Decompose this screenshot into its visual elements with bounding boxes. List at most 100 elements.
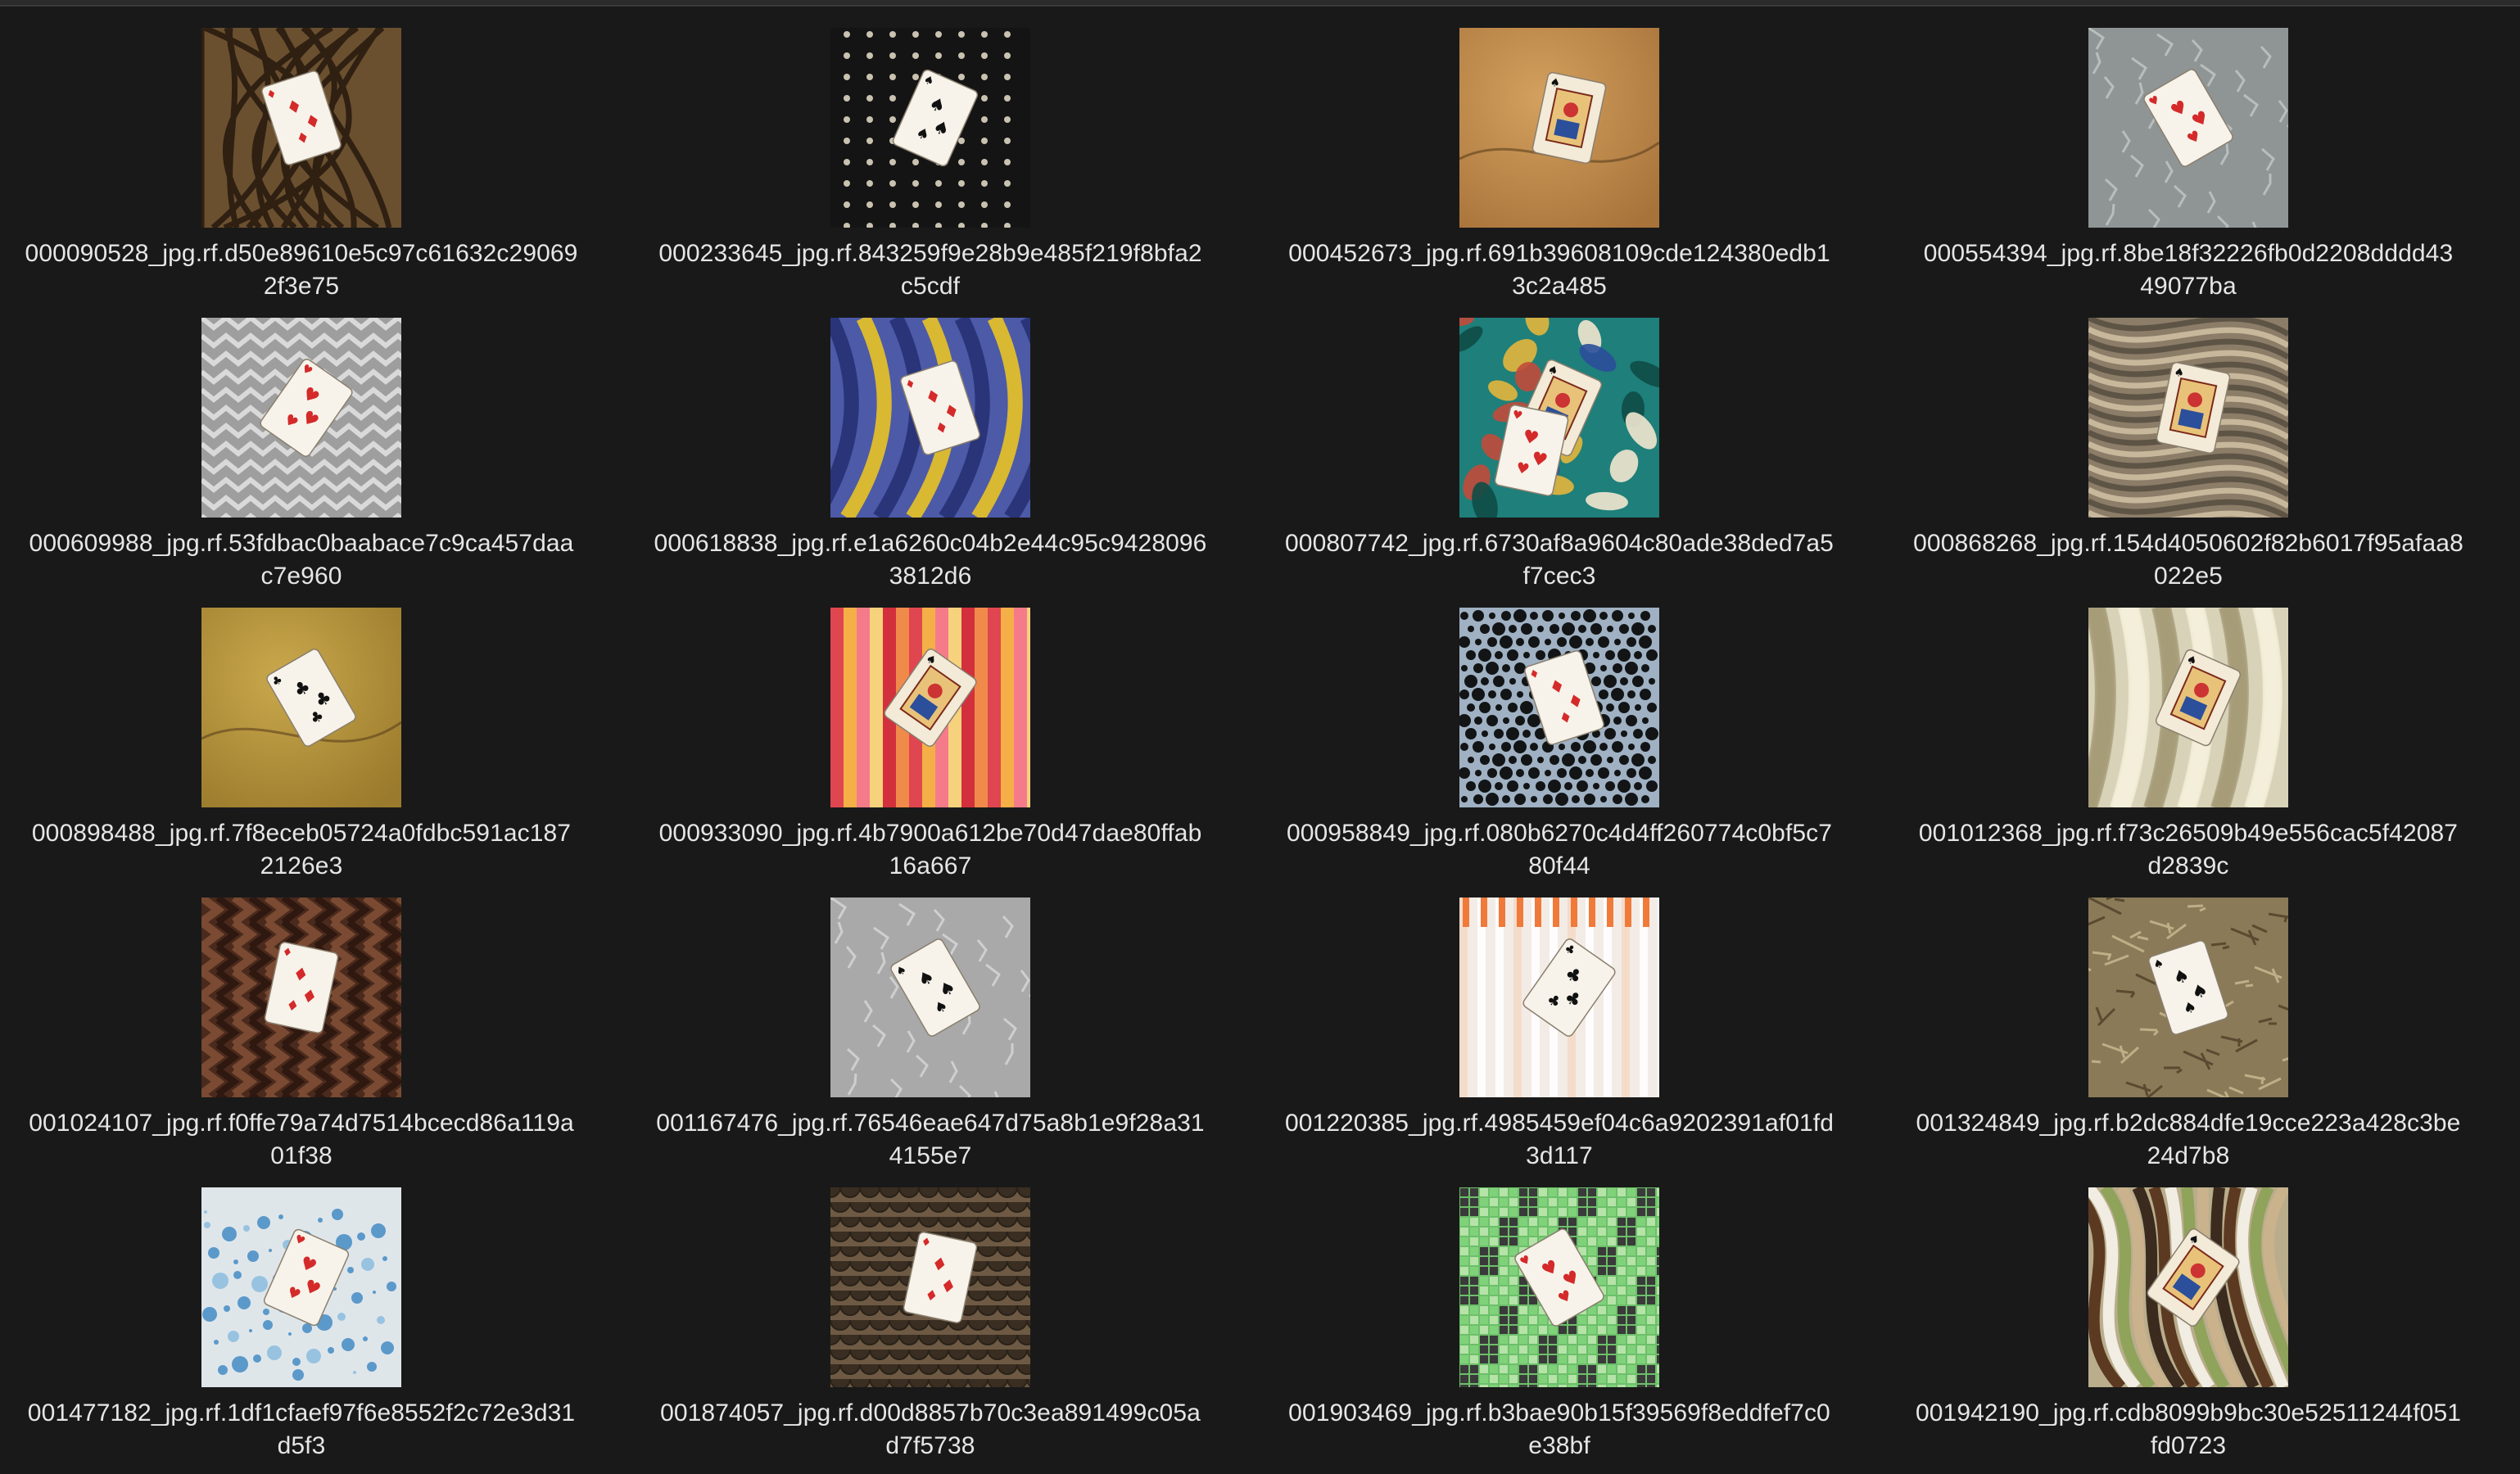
file-name-label: 000090528_jpg.rf.d50e89610e5c97c61632c29… — [15, 237, 588, 303]
file-name-label: 001477182_jpg.rf.1df1cfaef97f6e8552f2c72… — [15, 1397, 588, 1463]
file-name-line-1: 001477182_jpg.rf.1df1cfaef97f6e8552f2c72… — [27, 1399, 576, 1427]
file-tile[interactable]: ♠ 001942190_jpg.rf.cdb8099b9bc30e5251124… — [1902, 1187, 2475, 1474]
file-name-label: 001012368_jpg.rf.f73c26509b49e556cac5f42… — [1902, 817, 2475, 883]
file-name-line-1: 001324849_jpg.rf.b2dc884dfe19cce223a428c… — [1916, 1110, 2461, 1137]
svg-text:♠: ♠ — [2173, 365, 2186, 380]
file-tile[interactable]: ♦ ♦ ♦ ♦ 001024107_jpg.rf.f0ffe79a74d7514… — [15, 898, 588, 1184]
file-name-label: 000609988_jpg.rf.53fdbac0baabace7c9ca457… — [15, 527, 588, 593]
file-thumbnail[interactable]: ♠ ♠ ♠ ♠ — [830, 898, 1030, 1097]
file-name-line-1: 000868268_jpg.rf.154d4050602f82b6017f95a… — [1913, 530, 2463, 557]
file-tile[interactable]: ♠ ♠ ♠ ♠ 001167476_jpg.rf.76546eae647d75a… — [644, 898, 1217, 1184]
file-tile[interactable]: ♠ ♠ ♠ ♠ 000233645_jpg.rf.843259f9e28b9e4… — [644, 28, 1217, 314]
file-name-line-2: 2126e3 — [260, 852, 343, 879]
svg-text:♦: ♦ — [284, 997, 301, 1016]
file-name-label: 001942190_jpg.rf.cdb8099b9bc30e52511244f… — [1902, 1397, 2475, 1463]
file-name-label: 000554394_jpg.rf.8be18f32226fb0d2208dddd… — [1902, 237, 2475, 303]
svg-text:♠: ♠ — [913, 124, 932, 145]
file-name-label: 000233645_jpg.rf.843259f9e28b9e485f219f8… — [644, 237, 1217, 303]
file-tile[interactable]: ♥ ♥ ♥ ♥ 001477182_jpg.rf.1df1cfaef97f6e8… — [15, 1187, 588, 1474]
file-name-line-2: 80f44 — [1528, 852, 1590, 879]
file-name-label: 001324849_jpg.rf.b2dc884dfe19cce223a428c… — [1902, 1107, 2475, 1173]
svg-text:♠: ♠ — [2151, 956, 2165, 972]
file-thumbnail[interactable]: ♣ ♣ ♣ ♣ — [201, 608, 401, 807]
file-name-line-2: d5f3 — [277, 1432, 326, 1459]
file-name-label: 001220385_jpg.rf.4985459ef04c6a9202391af… — [1273, 1107, 1846, 1173]
file-thumbnail[interactable]: ♣ ♣ ♣ ♣ — [1459, 898, 1659, 1097]
file-tile[interactable]: ♦ ♦ ♦ ♦ 000958849_jpg.rf.080b6270c4d4ff2… — [1273, 608, 1846, 894]
file-name-line-1: 001012368_jpg.rf.f73c26509b49e556cac5f42… — [1918, 820, 2459, 847]
file-tile[interactable]: ♣ ♣ ♣ ♣ 000898488_jpg.rf.7f8eceb05724a0f… — [15, 608, 588, 894]
file-name-label: 000958849_jpg.rf.080b6270c4d4ff260774c0b… — [1273, 817, 1846, 883]
svg-text:♠: ♠ — [2181, 998, 2199, 1019]
file-thumbnail[interactable]: ♠ ♠ ♠ ♠ — [830, 28, 1030, 228]
file-thumbnail[interactable]: ♠ — [2088, 1187, 2288, 1387]
file-thumbnail[interactable]: ♦ ♦ ♦ ♦ — [830, 318, 1030, 518]
file-name-line-1: 000554394_jpg.rf.8be18f32226fb0d2208dddd… — [1923, 240, 2454, 267]
svg-text:♥: ♥ — [284, 1283, 303, 1304]
file-name-line-1: 001942190_jpg.rf.cdb8099b9bc30e52511244f… — [1915, 1399, 2462, 1427]
file-thumbnail[interactable]: ♠ — [2088, 318, 2288, 518]
file-thumbnail[interactable]: ♠ ♥ ♥ ♥ ♥ — [1459, 318, 1659, 518]
file-tile[interactable]: ♦ ♦ ♦ ♦ 001874057_jpg.rf.d00d8857b70c3ea… — [644, 1187, 1217, 1474]
file-thumbnail[interactable]: ♥ ♥ ♥ ♥ — [201, 1187, 401, 1387]
svg-text:♥: ♥ — [1511, 408, 1524, 423]
file-name-line-2: 3d117 — [1526, 1142, 1593, 1169]
file-tile[interactable]: ♠ ♥ ♥ ♥ ♥ 000807742_jpg.rf.6730af8a9604c… — [1273, 318, 1846, 604]
file-name-line-1: 001903469_jpg.rf.b3bae90b15f39569f8eddfe… — [1288, 1399, 1830, 1427]
file-name-line-2: 022e5 — [2154, 563, 2223, 590]
file-tile[interactable]: ♠ 000933090_jpg.rf.4b7900a612be70d47dae8… — [644, 608, 1217, 894]
file-thumbnail[interactable]: ♠ ♠ ♠ ♠ — [2088, 898, 2288, 1097]
file-thumbnail[interactable]: ♦ ♦ ♦ ♦ — [1459, 608, 1659, 807]
file-name-label: 001903469_jpg.rf.b3bae90b15f39569f8eddfe… — [1273, 1397, 1846, 1463]
file-tile[interactable]: ♠ 000868268_jpg.rf.154d4050602f82b6017f9… — [1902, 318, 2475, 604]
svg-text:♦: ♦ — [281, 945, 294, 960]
file-name-line-2: 3812d6 — [889, 563, 972, 590]
window-top-border — [0, 0, 2520, 7]
file-name-line-2: d2839c — [2147, 852, 2229, 879]
file-name-line-2: 16a667 — [889, 852, 972, 879]
file-thumbnail[interactable]: ♦ ♦ ♦ ♦ — [201, 898, 401, 1097]
file-tile[interactable]: ♦ ♦ ♦ ♦ 000618838_jpg.rf.e1a6260c04b2e44… — [644, 318, 1217, 604]
file-name-label: 001024107_jpg.rf.f0ffe79a74d7514bcecd86a… — [15, 1107, 588, 1173]
file-thumbnail[interactable]: ♥ ♥ ♥ ♥ — [201, 318, 401, 518]
file-tile[interactable]: ♠ 001012368_jpg.rf.f73c26509b49e556cac5f… — [1902, 608, 2475, 894]
file-name-line-1: 001874057_jpg.rf.d00d8857b70c3ea891499c0… — [660, 1399, 1201, 1427]
file-name-line-2: 3c2a485 — [1512, 273, 1607, 300]
svg-text:♠: ♠ — [1549, 75, 1562, 90]
file-name-line-1: 001024107_jpg.rf.f0ffe79a74d7514bcecd86a… — [29, 1110, 574, 1137]
file-thumbnail[interactable]: ♥ ♥ ♥ ♥ — [2088, 28, 2288, 228]
file-thumbnail[interactable]: ♦ ♦ ♦ ♦ — [201, 28, 401, 228]
file-name-label: 000807742_jpg.rf.6730af8a9604c80ade38ded… — [1273, 527, 1846, 593]
file-name-line-1: 000898488_jpg.rf.7f8eceb05724a0fdbc591ac… — [31, 820, 572, 847]
file-name-line-1: 001220385_jpg.rf.4985459ef04c6a9202391af… — [1284, 1110, 1835, 1137]
file-tile[interactable]: ♣ ♣ ♣ ♣ 001220385_jpg.rf.4985459ef04c6a9… — [1273, 898, 1846, 1184]
svg-text:♠: ♠ — [1545, 363, 1560, 379]
svg-text:♠: ♠ — [921, 73, 936, 89]
file-name-line-2: 4155e7 — [889, 1142, 972, 1169]
file-tile[interactable]: ♥ ♥ ♥ ♥ 001903469_jpg.rf.b3bae90b15f3956… — [1273, 1187, 1846, 1474]
file-name-label: 000933090_jpg.rf.4b7900a612be70d47dae80f… — [644, 817, 1217, 883]
file-tile[interactable]: ♠ 000452673_jpg.rf.691b39608109cde124380… — [1273, 28, 1846, 314]
file-tile[interactable]: ♦ ♦ ♦ ♦ 000090528_jpg.rf.d50e89610e5c97c… — [15, 28, 588, 314]
svg-text:♦: ♦ — [1557, 708, 1575, 729]
file-thumbnail[interactable]: ♦ ♦ ♦ ♦ — [830, 1187, 1030, 1387]
file-tile[interactable]: ♥ ♥ ♥ ♥ 000554394_jpg.rf.8be18f32226fb0d… — [1902, 28, 2475, 314]
file-name-line-2: fd0723 — [2150, 1432, 2227, 1459]
file-thumbnail[interactable]: ♠ — [830, 608, 1030, 807]
file-thumbnail[interactable]: ♠ — [2088, 608, 2288, 807]
file-name-line-1: 000609988_jpg.rf.53fdbac0baabace7c9ca457… — [29, 530, 574, 557]
file-name-line-2: 24d7b8 — [2147, 1142, 2230, 1169]
file-name-line-1: 000233645_jpg.rf.843259f9e28b9e485f219f8… — [658, 240, 1202, 267]
file-tile[interactable]: ♥ ♥ ♥ ♥ 000609988_jpg.rf.53fdbac0baabace… — [15, 318, 588, 604]
file-name-line-1: 000618838_jpg.rf.e1a6260c04b2e44c95c9428… — [654, 530, 1207, 557]
file-name-line-1: 000958849_jpg.rf.080b6270c4d4ff260774c0b… — [1286, 820, 1833, 847]
file-name-label: 000898488_jpg.rf.7f8eceb05724a0fdbc591ac… — [15, 817, 588, 883]
file-thumbnail[interactable]: ♥ ♥ ♥ ♥ — [1459, 1187, 1659, 1387]
file-tile[interactable]: ♠ ♠ ♠ ♠ 001324849_jpg.rf.b2dc884dfe19cce… — [1902, 898, 2475, 1184]
file-name-line-2: d7f5738 — [885, 1432, 975, 1459]
svg-text:♥: ♥ — [292, 1232, 307, 1249]
file-thumbnail[interactable]: ♠ — [1459, 28, 1659, 228]
svg-text:♦: ♦ — [1527, 667, 1541, 682]
svg-text:♦: ♦ — [903, 377, 917, 392]
